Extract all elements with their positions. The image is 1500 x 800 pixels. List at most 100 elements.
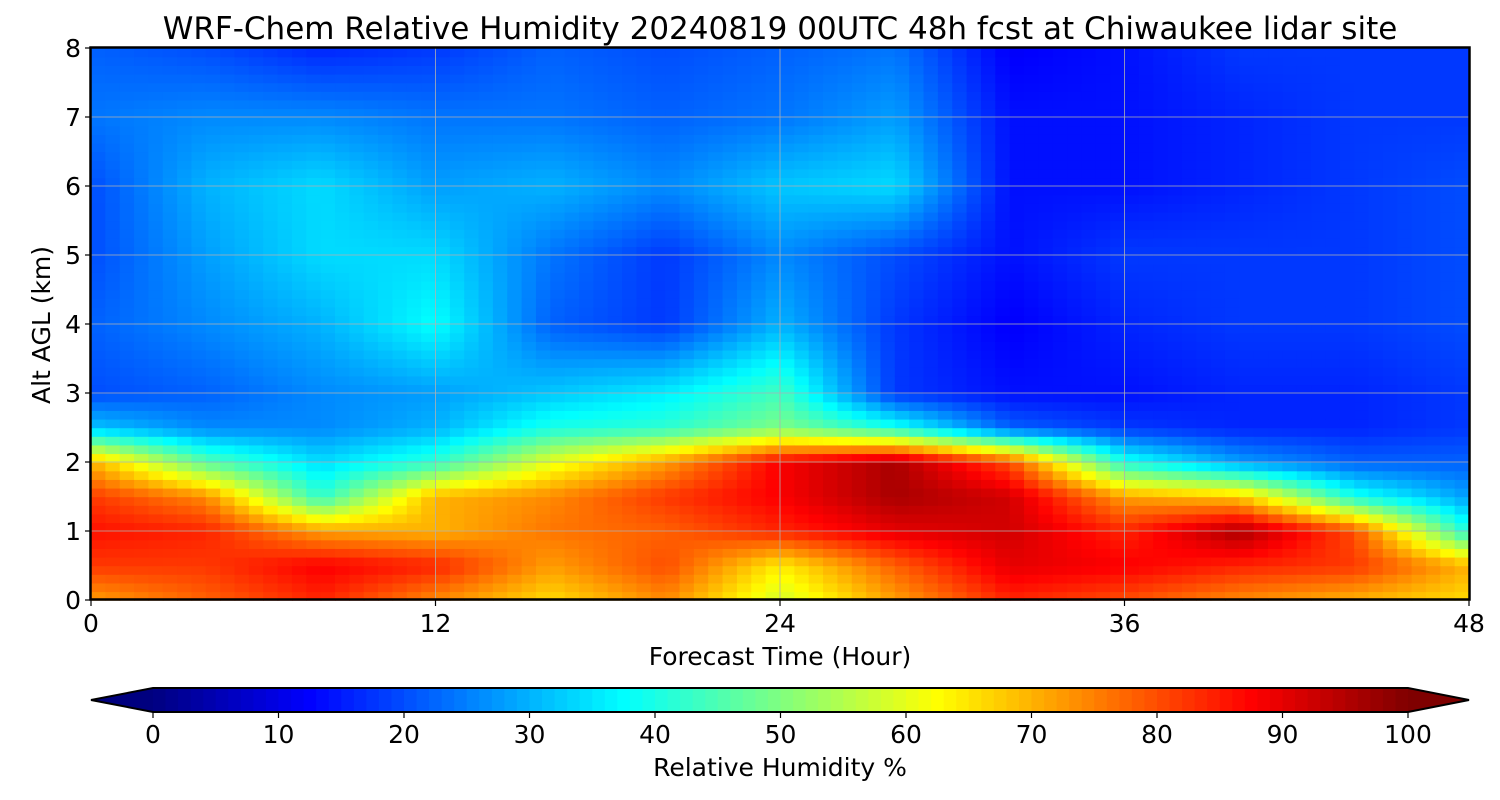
field-cell xyxy=(1153,99,1169,110)
field-cell xyxy=(363,384,379,394)
field-cell xyxy=(449,324,465,334)
field-cell xyxy=(248,324,264,334)
field-cell xyxy=(607,531,623,541)
field-cell xyxy=(980,591,997,601)
field-cell xyxy=(765,151,781,161)
field-cell xyxy=(622,367,638,377)
field-cell xyxy=(91,470,107,480)
field-cell xyxy=(1167,462,1183,472)
field-cell xyxy=(335,470,351,480)
field-cell xyxy=(722,531,738,541)
field-cell xyxy=(378,410,394,420)
field-cell xyxy=(1009,117,1025,127)
field-cell xyxy=(1138,65,1154,75)
field-cell xyxy=(435,229,451,239)
field-cell xyxy=(650,272,666,282)
field-cell xyxy=(866,332,882,342)
field-cell xyxy=(1181,142,1197,153)
field-cell xyxy=(780,99,796,110)
field-cell xyxy=(521,211,537,222)
field-cell xyxy=(248,272,264,282)
field-cell xyxy=(722,453,738,463)
field-cell xyxy=(1167,229,1183,239)
field-cell xyxy=(866,427,882,437)
field-cell xyxy=(1167,574,1183,584)
field-cell xyxy=(335,220,351,230)
field-cell xyxy=(952,358,968,368)
field-cell xyxy=(1052,315,1068,325)
field-cell xyxy=(91,229,107,239)
field-cell xyxy=(1181,427,1197,437)
field-cell xyxy=(1067,453,1083,463)
field-cell xyxy=(736,272,752,282)
field-cell xyxy=(751,237,767,248)
field-cell xyxy=(851,565,867,575)
field-cell xyxy=(765,168,781,179)
field-cell xyxy=(421,315,437,325)
field-cell xyxy=(1009,73,1025,84)
field-cell xyxy=(693,384,709,394)
field-cell xyxy=(593,531,609,541)
field-cell xyxy=(751,186,767,196)
field-cell xyxy=(205,556,221,567)
field-cell xyxy=(1009,375,1025,386)
field-cell xyxy=(1024,487,1040,498)
field-cell xyxy=(765,453,781,463)
field-cell xyxy=(507,91,523,101)
field-cell xyxy=(263,99,279,110)
field-cell xyxy=(722,479,738,489)
field-cell xyxy=(263,462,279,472)
field-cell xyxy=(320,306,336,317)
field-cell xyxy=(909,142,925,153)
field-cell xyxy=(134,151,150,161)
field-cell xyxy=(363,591,379,601)
field-cell xyxy=(449,470,465,480)
field-cell xyxy=(722,375,738,386)
field-cell xyxy=(1009,48,1025,58)
field-cell xyxy=(277,479,293,489)
field-cell xyxy=(751,444,767,455)
field-cell xyxy=(1081,591,1097,601)
field-cell xyxy=(105,556,121,567)
field-cell xyxy=(234,211,250,222)
field-cell xyxy=(1095,384,1111,394)
field-cell xyxy=(119,220,135,230)
field-cell xyxy=(306,186,322,196)
field-cell xyxy=(708,151,724,161)
field-cell xyxy=(1081,487,1097,498)
field-cell xyxy=(421,574,437,584)
field-cell xyxy=(980,436,997,446)
field-cell xyxy=(966,99,982,110)
field-cell xyxy=(234,591,250,601)
field-cell xyxy=(378,99,394,110)
field-cell xyxy=(923,496,939,506)
field-cell xyxy=(335,134,351,144)
field-cell xyxy=(464,82,480,92)
field-cell xyxy=(1038,211,1054,222)
field-cell xyxy=(320,168,336,179)
field-cell xyxy=(162,220,178,230)
field-cell xyxy=(765,384,781,394)
field-cell xyxy=(306,211,322,222)
field-cell xyxy=(693,565,709,575)
field-cell xyxy=(435,453,451,463)
field-cell xyxy=(823,341,839,351)
field-cell xyxy=(923,487,939,498)
field-cell xyxy=(263,496,279,506)
field-cell xyxy=(579,418,595,429)
field-cell xyxy=(191,496,207,506)
field-cell xyxy=(1110,306,1126,317)
field-cell xyxy=(1024,82,1040,92)
field-cell xyxy=(248,418,264,429)
field-cell xyxy=(248,358,264,368)
field-cell xyxy=(995,582,1011,593)
field-cell xyxy=(421,99,437,110)
field-cell xyxy=(622,263,638,273)
field-cell xyxy=(1038,367,1054,377)
field-cell xyxy=(105,142,121,153)
field-cell xyxy=(162,565,178,575)
field-cell xyxy=(693,427,709,437)
field-cell xyxy=(1024,280,1040,291)
field-cell xyxy=(291,108,308,118)
field-cell xyxy=(780,82,796,92)
